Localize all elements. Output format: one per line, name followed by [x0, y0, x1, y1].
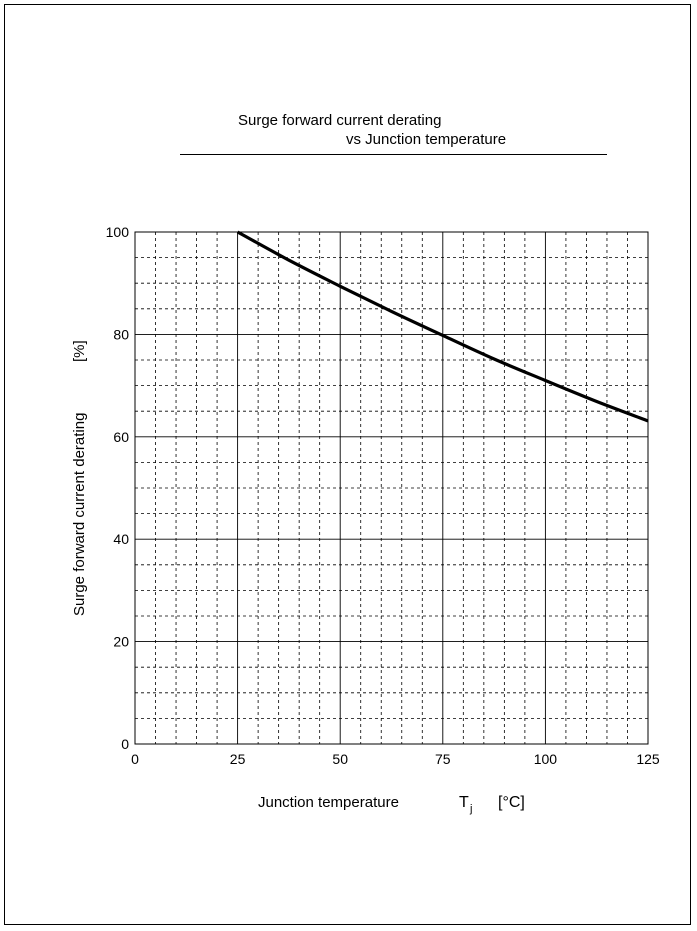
major-gridlines — [135, 232, 648, 744]
x-tick-label: 125 — [636, 751, 660, 767]
chart-title: Surge forward current derating vs Juncti… — [180, 112, 607, 155]
x-tick-label: 50 — [332, 751, 348, 767]
y-tick-label: 100 — [106, 224, 130, 240]
x-tick-label: 25 — [230, 751, 246, 767]
y-axis-unit: [%] — [71, 340, 88, 362]
y-tick-label: 60 — [113, 429, 129, 445]
y-tick-labels: 0 20 40 60 80 100 — [106, 224, 130, 752]
plot-area-border — [134, 231, 649, 745]
chart-title-line2: vs Junction temperature — [346, 131, 507, 148]
y-tick-label: 40 — [113, 531, 129, 547]
x-axis-subscript: j — [469, 803, 472, 815]
derating-curve — [236, 230, 649, 423]
x-tick-labels: 0 25 50 75 100 125 — [131, 751, 660, 767]
x-tick-label: 100 — [534, 751, 558, 767]
x-axis-symbol: T — [459, 794, 469, 811]
y-tick-label: 20 — [113, 634, 129, 650]
minor-gridlines — [135, 232, 648, 744]
x-tick-label: 75 — [435, 751, 451, 767]
chart-title-line1: Surge forward current derating — [238, 112, 442, 129]
x-axis-label: Junction temperature — [258, 794, 399, 811]
y-tick-label: 80 — [113, 326, 129, 342]
y-tick-label: 0 — [121, 736, 129, 752]
x-axis-unit: [°C] — [498, 794, 525, 811]
page-frame — [4, 4, 691, 925]
x-tick-label: 0 — [131, 751, 139, 767]
y-axis-label: Surge forward current derating — [71, 413, 88, 616]
